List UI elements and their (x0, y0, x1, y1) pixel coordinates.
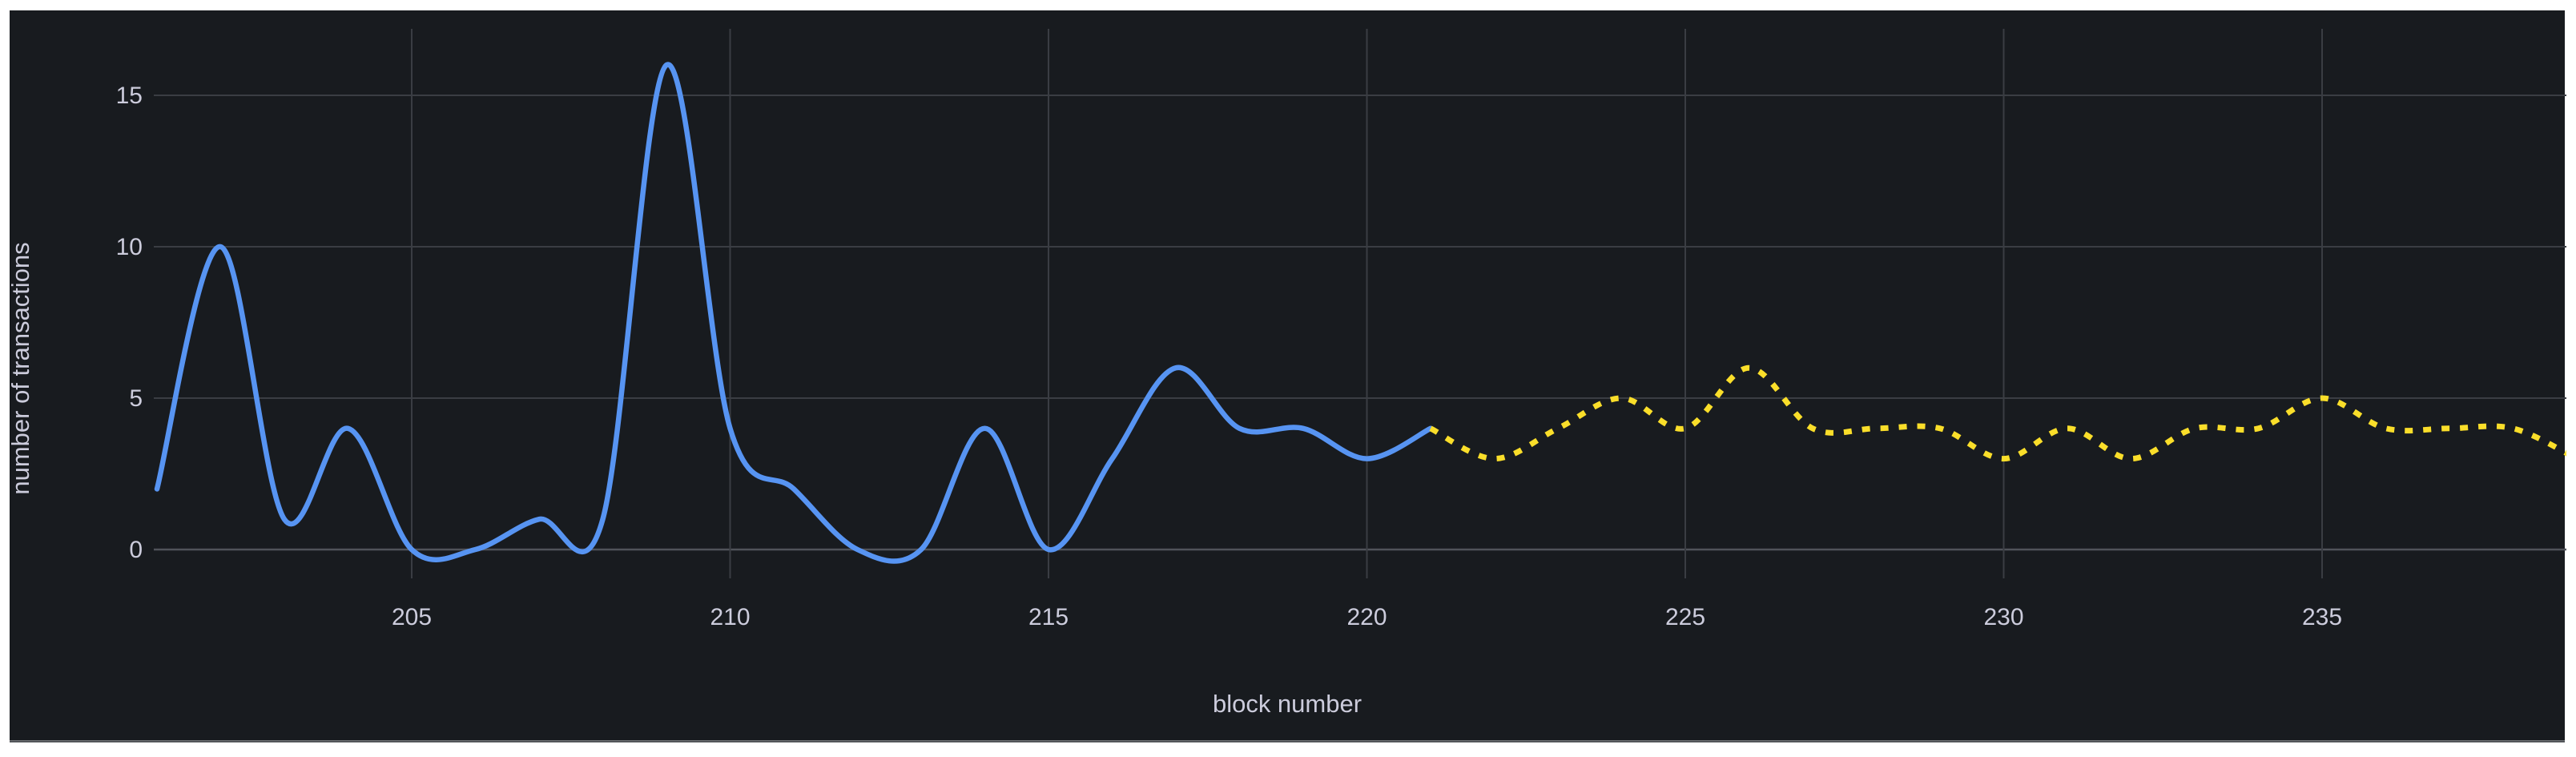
x-tick-label: 210 (710, 604, 750, 630)
x-axis-title: block number (1213, 690, 1362, 718)
chart-panel (10, 10, 2565, 740)
y-tick-label: 10 (116, 234, 143, 260)
dashed-line-series (1429, 364, 2566, 462)
x-tick-label: 215 (1028, 604, 1069, 630)
y-axis-title: number of transactions (6, 242, 34, 494)
vertical-gridlines (411, 29, 2323, 578)
plot-area[interactable] (154, 22, 2566, 578)
horizontal-gridlines (154, 95, 2566, 551)
x-tick-label: 220 (1346, 604, 1387, 630)
x-axis-tick-labels: 205 210 215 220 225 230 235 (392, 604, 2342, 630)
y-axis-tick-labels: 0 5 10 15 (116, 83, 143, 563)
x-tick-label: 205 (392, 604, 432, 630)
y-tick-label: 15 (116, 83, 143, 109)
x-tick-label: 225 (1665, 604, 1705, 630)
y-tick-label: 0 (129, 537, 143, 563)
solid-line-series (154, 62, 1434, 564)
x-tick-label: 230 (1983, 604, 2023, 630)
x-tick-label: 235 (2302, 604, 2342, 630)
y-tick-label: 5 (129, 385, 143, 412)
